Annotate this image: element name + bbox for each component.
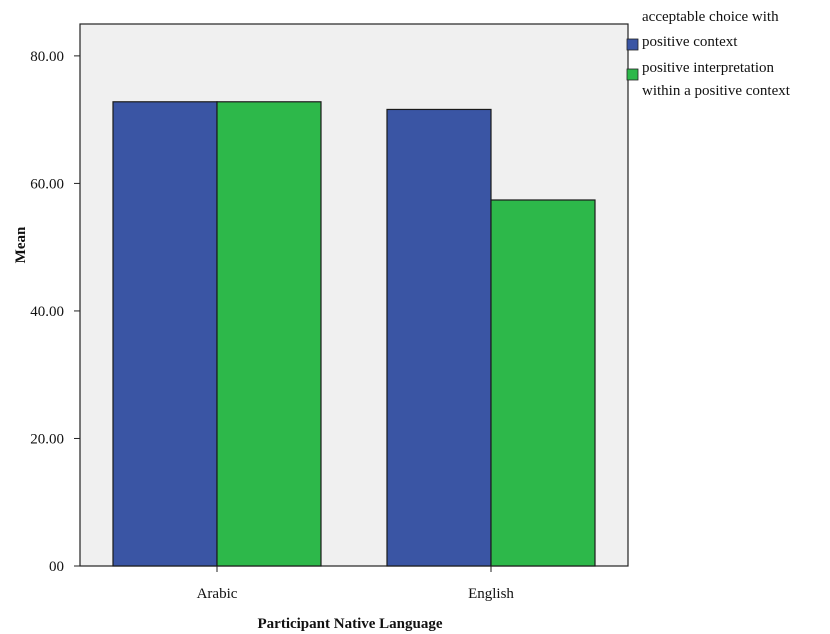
legend-label-series-2-line-2: within a positive context	[642, 83, 791, 99]
legend-swatch-series-1	[626, 38, 639, 51]
legend: acceptable choice with positive context …	[626, 9, 791, 99]
y-tick-label: 80.00	[30, 49, 64, 65]
bar-english-series-2	[490, 199, 596, 567]
y-tick-label: 00	[49, 559, 64, 575]
x-ticks-layer: Arabic English	[197, 566, 514, 602]
x-axis-title: Participant Native Language	[258, 616, 443, 632]
legend-label-series-2-line-1: positive interpretation	[642, 60, 775, 76]
y-tick-label: 20.00	[30, 431, 64, 447]
bar-english-series-1	[386, 108, 492, 567]
legend-label-series-1-line-1: acceptable choice with	[642, 9, 779, 25]
legend-swatch-series-2	[626, 68, 639, 81]
y-tick-label: 60.00	[30, 176, 64, 192]
y-axis-title: Mean	[13, 226, 29, 263]
y-ticks-layer: 00 20.00 40.00 60.00 80.00	[30, 49, 80, 575]
legend-label-series-1-line-2: positive context	[642, 34, 738, 50]
bar-arabic-series-1	[112, 101, 218, 567]
x-tick-label-arabic: Arabic	[197, 586, 238, 602]
y-tick-label: 40.00	[30, 304, 64, 320]
x-tick-label-english: English	[468, 586, 514, 602]
bar-arabic-series-2	[216, 101, 322, 567]
bars-layer	[112, 101, 596, 567]
